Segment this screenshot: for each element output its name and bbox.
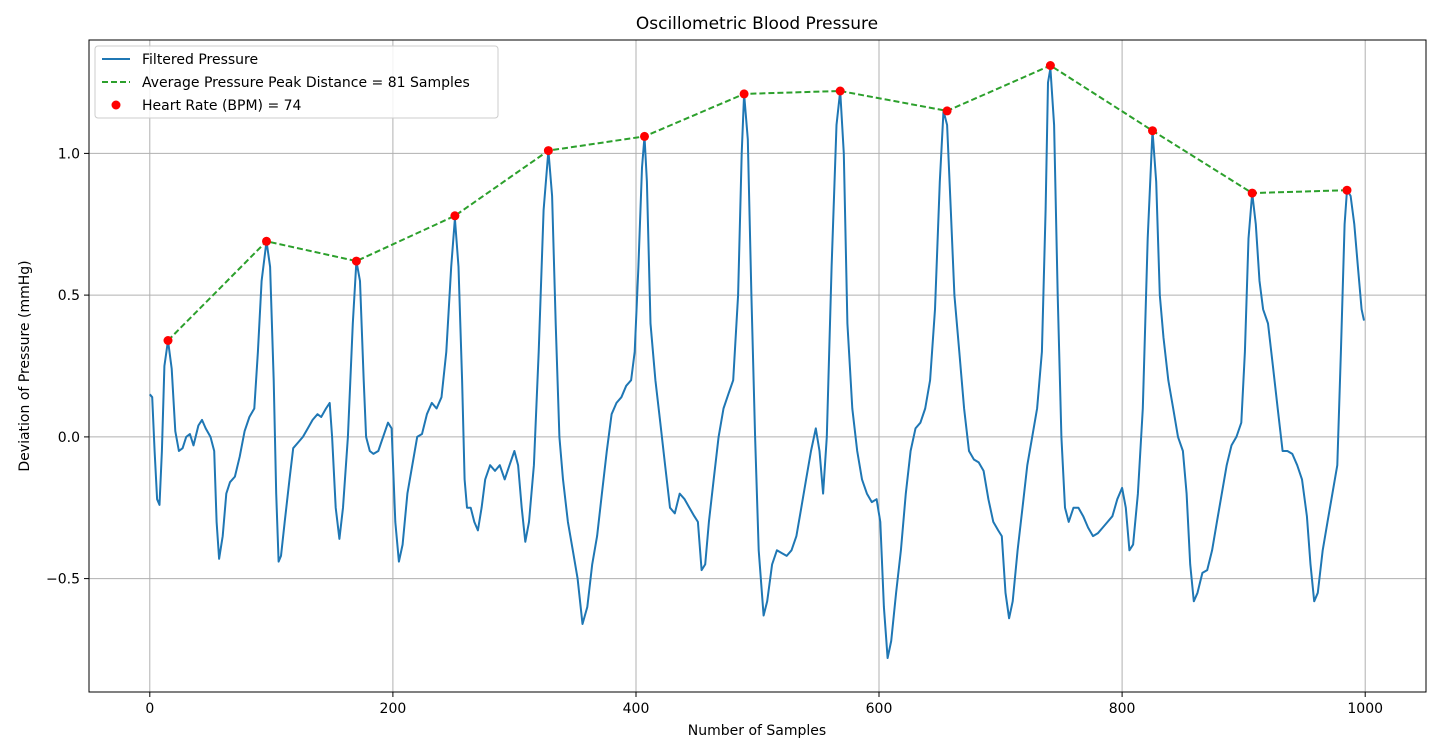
heart-rate-peak-marker xyxy=(739,89,749,99)
heart-rate-peak-marker xyxy=(1045,61,1055,70)
x-tick-label: 1000 xyxy=(1347,701,1383,717)
y-axis-label: Deviation of Pressure (mmHg) xyxy=(17,260,33,471)
chart-title: Oscillometric Blood Pressure xyxy=(636,14,878,34)
y-tick-label: −0.5 xyxy=(46,572,80,588)
legend-label-heart-rate: Heart Rate (BPM) = 74 xyxy=(142,98,302,114)
plot-frame xyxy=(88,39,1427,693)
filtered-pressure-line xyxy=(149,67,1365,659)
heart-rate-peak-marker xyxy=(163,336,173,345)
legend-frame xyxy=(94,45,499,119)
x-tick-label: 200 xyxy=(380,701,407,717)
heart-rate-peak-marker xyxy=(262,236,271,246)
x-tick-label: 800 xyxy=(1109,701,1136,717)
heart-rate-peak-marker xyxy=(640,131,649,141)
heart-rate-peak-marker xyxy=(1247,188,1257,198)
x-tick-label: 400 xyxy=(623,701,650,717)
heart-rate-peak-marker xyxy=(1342,185,1352,195)
heart-rate-peak-marker xyxy=(835,86,845,96)
heart-rate-peak-marker xyxy=(543,146,553,156)
legend-label-filtered: Filtered Pressure xyxy=(142,52,258,68)
x-axis-label: Number of Samples xyxy=(688,723,826,739)
axis-ticks: 0 200 400 600 800 1000 −0.5 0.0 0.5 1.0 xyxy=(46,146,1383,717)
y-tick-label: 1.0 xyxy=(58,146,80,162)
grid xyxy=(89,40,1426,692)
heart-rate-peak-marker xyxy=(351,256,361,266)
heart-rate-peak-marker xyxy=(450,211,460,221)
plot-series xyxy=(149,61,1365,659)
y-tick-label: 0.5 xyxy=(58,288,80,304)
x-tick-label: 600 xyxy=(866,701,893,717)
legend-swatch-heart-rate xyxy=(111,100,121,110)
legend-label-average: Average Pressure Peak Distance = 81 Samp… xyxy=(142,75,470,91)
y-tick-label: 0.0 xyxy=(58,430,80,446)
legend: Filtered Pressure Average Pressure Peak … xyxy=(94,45,499,119)
x-tick-label: 0 xyxy=(145,701,154,717)
heart-rate-peak-marker xyxy=(1148,126,1157,136)
heart-rate-peak-marker xyxy=(942,106,952,116)
